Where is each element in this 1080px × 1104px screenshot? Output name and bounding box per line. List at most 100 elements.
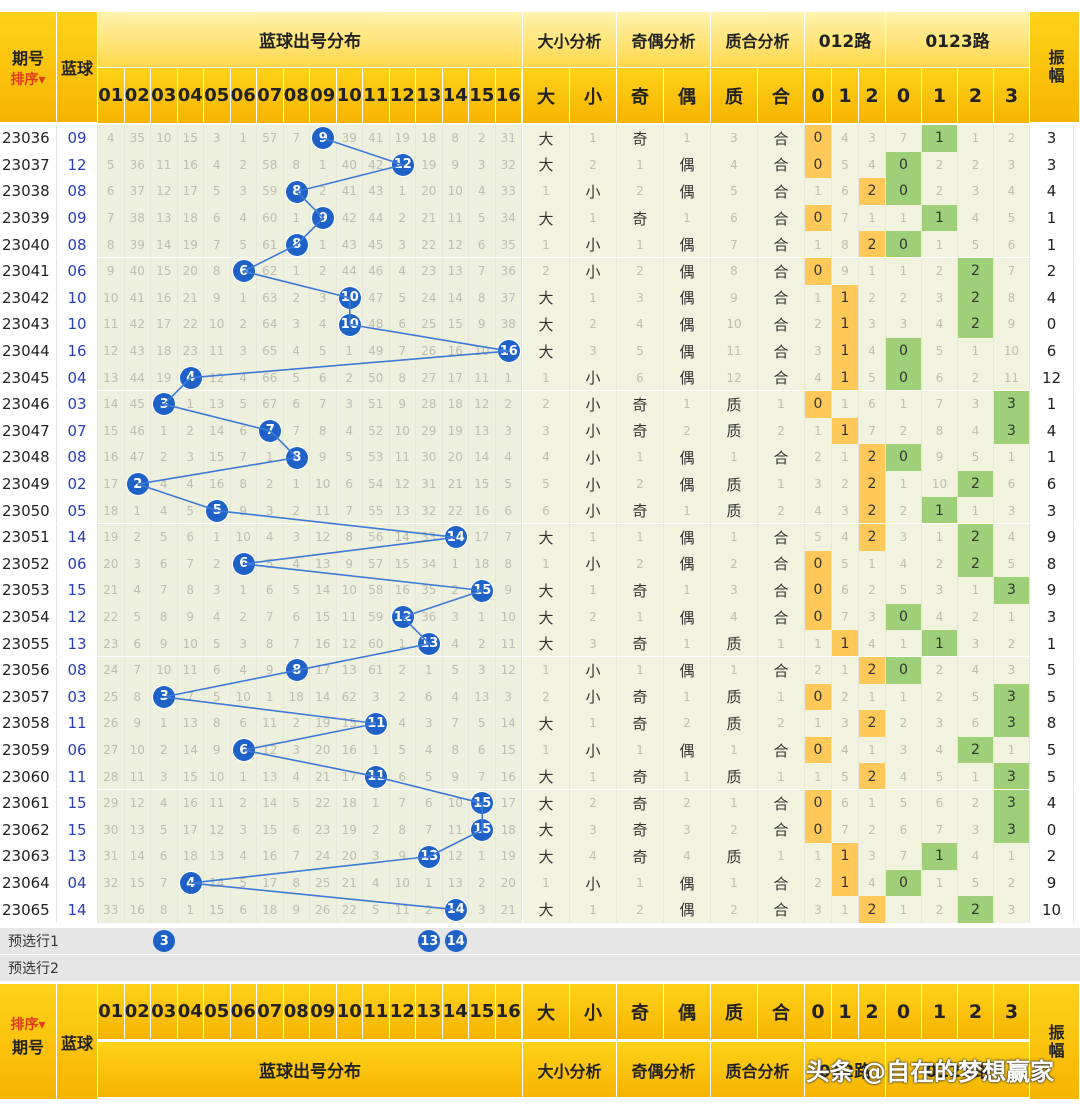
parity-col-0[interactable]: 奇 — [617, 984, 664, 1039]
amplitude-cell: 8 — [1030, 550, 1074, 578]
dist-col-03[interactable]: 03 — [151, 984, 178, 1039]
preselect-ball[interactable]: 14 — [444, 930, 467, 952]
r0123-cell: 1 — [958, 497, 994, 524]
dist-col-05[interactable]: 05 — [204, 68, 231, 123]
blue-number-cell: 08 — [57, 231, 98, 258]
dist-cell: 22 — [98, 603, 125, 631]
dist-col-08[interactable]: 08 — [283, 984, 310, 1039]
dist-col-06[interactable]: 06 — [230, 68, 257, 123]
dist-col-07[interactable]: 07 — [257, 68, 284, 123]
analysis-cell: 2 — [570, 151, 617, 179]
blue-number-cell: 13 — [57, 843, 98, 870]
r012-col-2[interactable]: 2 — [859, 984, 886, 1039]
dist-cell: 43 — [336, 231, 363, 258]
dist-col-08[interactable]: 08 — [283, 68, 310, 123]
preselect-ball[interactable]: 3 — [153, 930, 176, 952]
dist-col-05[interactable]: 05 — [204, 984, 231, 1039]
r0123-col-2[interactable]: 2 — [958, 984, 994, 1039]
dist-col-04[interactable]: 04 — [177, 68, 204, 123]
dist-col-15[interactable]: 15 — [469, 984, 496, 1039]
dist-cell: 6 — [283, 603, 310, 631]
r0123-cell: 2 — [958, 896, 994, 923]
r0123-col-1[interactable]: 1 — [922, 68, 958, 123]
parity-col-1[interactable]: 偶 — [664, 68, 711, 123]
dist-cell: 14 — [124, 843, 151, 870]
dist-cell: 4 — [230, 843, 257, 870]
sort-label[interactable]: 排序▾ — [10, 1017, 46, 1033]
analysis-cell: 1 — [758, 763, 805, 790]
r0123-col-0[interactable]: 0 — [886, 984, 922, 1039]
dist-col-11[interactable]: 11 — [363, 984, 390, 1039]
dist-col-12[interactable]: 12 — [389, 68, 416, 123]
dist-col-13[interactable]: 13 — [416, 68, 443, 123]
r0123-col-0[interactable]: 0 — [886, 68, 922, 123]
dist-col-10[interactable]: 10 — [336, 68, 363, 123]
r012-col-0[interactable]: 0 — [805, 68, 832, 123]
dist-cell: 4 — [469, 178, 496, 205]
dist-col-16[interactable]: 16 — [495, 984, 522, 1039]
r0123-header: 0123路 — [886, 12, 1030, 67]
table-row: 23036 09 4 35 10 15 3 1 57 7 39 41 19 18 8 2 31 大 1 奇 1 3 合 0 4 3… — [0, 125, 1080, 152]
size-col-1[interactable]: 小 — [570, 68, 617, 123]
dist-cell: 2 — [469, 869, 496, 897]
dist-col-01[interactable]: 01 — [98, 984, 125, 1039]
dist-col-04[interactable]: 04 — [177, 984, 204, 1039]
dist-cell: 14 — [310, 683, 337, 711]
issue-sort-header[interactable]: 排序▾ 期号 — [0, 984, 57, 1099]
dist-cell: 34 — [416, 550, 443, 578]
analysis-cell: 1 — [617, 444, 664, 471]
r0123-col-1[interactable]: 1 — [922, 984, 958, 1039]
dist-col-02[interactable]: 02 — [124, 984, 151, 1039]
dist-col-14[interactable]: 14 — [442, 68, 469, 123]
r012-col-0[interactable]: 0 — [805, 984, 832, 1039]
dist-cell: 4 — [204, 151, 231, 179]
dist-cell: 6 — [204, 657, 231, 684]
r012-col-2[interactable]: 2 — [859, 68, 886, 123]
size-col-0[interactable]: 大 — [523, 68, 570, 123]
r0123-col-2[interactable]: 2 — [958, 68, 994, 123]
analysis-cell: 1 — [664, 683, 711, 711]
dist-col-09[interactable]: 09 — [310, 68, 337, 123]
sort-label[interactable]: 排序▾ — [10, 72, 46, 88]
dist-col-03[interactable]: 03 — [151, 68, 178, 123]
r0123-col-3[interactable]: 3 — [994, 984, 1030, 1039]
preselect-row[interactable]: 预选行2 — [0, 955, 1080, 981]
size-col-1[interactable]: 小 — [570, 984, 617, 1039]
dist-col-15[interactable]: 15 — [469, 68, 496, 123]
dist-col-14[interactable]: 14 — [442, 984, 469, 1039]
r0123-col-3[interactable]: 3 — [994, 68, 1030, 123]
prime-col-1[interactable]: 合 — [758, 68, 805, 123]
dist-cell: 3 — [310, 284, 337, 312]
blue-header: 蓝球 — [57, 12, 98, 122]
dist-col-06[interactable]: 06 — [230, 984, 257, 1039]
dist-col-07[interactable]: 07 — [257, 984, 284, 1039]
analysis-cell: 合 — [758, 337, 805, 365]
dist-col-11[interactable]: 11 — [363, 68, 390, 123]
prime-col-1[interactable]: 合 — [758, 984, 805, 1039]
dist-cell: 11 — [257, 710, 284, 737]
issue-sort-header[interactable]: 期号 排序▾ — [0, 12, 57, 122]
dist-cell: 60 — [257, 204, 284, 232]
dist-col-10[interactable]: 10 — [336, 984, 363, 1039]
parity-col-0[interactable]: 奇 — [617, 68, 664, 123]
prime-col-0[interactable]: 质 — [711, 984, 758, 1039]
analysis-cell: 1 — [758, 843, 805, 870]
prime-col-0[interactable]: 质 — [711, 68, 758, 123]
r012-col-1[interactable]: 1 — [832, 984, 859, 1039]
r012-cell: 8 — [832, 231, 859, 258]
preselect-row[interactable]: 预选行1 3 13 14 — [0, 928, 1080, 954]
r0123-cell: 9 — [994, 311, 1030, 338]
analysis-cell: 合 — [758, 444, 805, 471]
r012-col-1[interactable]: 1 — [832, 68, 859, 123]
dist-col-13[interactable]: 13 — [416, 984, 443, 1039]
parity-col-1[interactable]: 偶 — [664, 984, 711, 1039]
dist-col-09[interactable]: 09 — [310, 984, 337, 1039]
dist-col-02[interactable]: 02 — [124, 68, 151, 123]
size-col-0[interactable]: 大 — [523, 984, 570, 1039]
dist-cell: 29 — [416, 417, 443, 445]
dist-col-16[interactable]: 16 — [495, 68, 522, 123]
analysis-cell: 小 — [570, 391, 617, 418]
preselect-ball[interactable]: 13 — [418, 930, 441, 952]
dist-col-12[interactable]: 12 — [389, 984, 416, 1039]
dist-col-01[interactable]: 01 — [98, 68, 125, 123]
